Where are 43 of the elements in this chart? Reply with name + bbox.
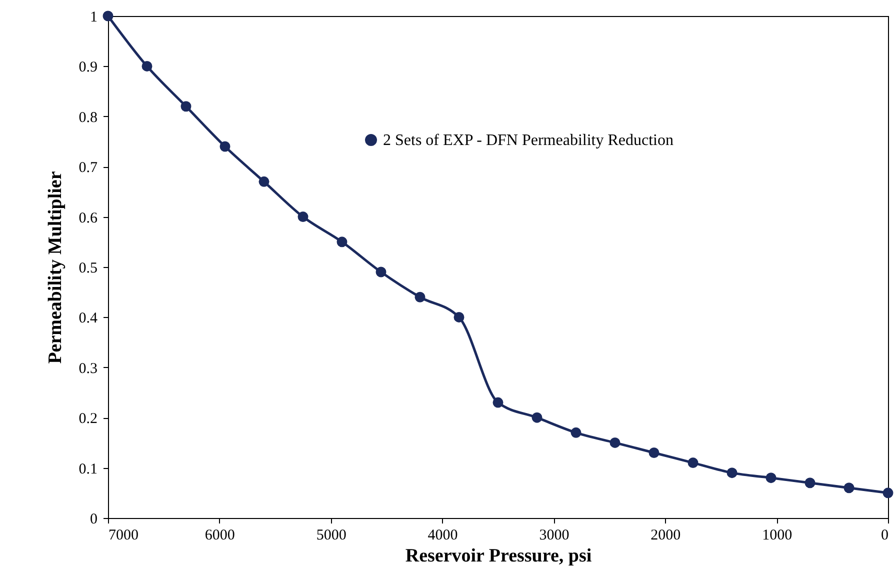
x-tick-label: 7000 <box>108 528 138 544</box>
x-tick-label: 2000 <box>650 528 681 544</box>
legend-label: 2 Sets of EXP - DFN Permeability Reduction <box>383 132 674 149</box>
y-tick-label: 0.8 <box>78 110 98 126</box>
y-tick-label: 0.5 <box>78 260 98 276</box>
point <box>648 448 660 458</box>
x-tick-label: 5000 <box>316 528 346 544</box>
point <box>376 266 386 278</box>
x-tick-label: 4000 <box>428 528 458 544</box>
point <box>142 60 152 72</box>
point <box>804 478 816 488</box>
point <box>882 488 894 498</box>
x-tick-label: 1000 <box>762 528 792 544</box>
x-axis-title: Reservoir Pressure, psi <box>405 546 592 566</box>
point <box>258 176 270 187</box>
point <box>298 212 308 222</box>
point <box>180 101 192 112</box>
point <box>336 236 348 248</box>
y-tick-label: 0.3 <box>78 360 98 377</box>
point <box>688 458 698 468</box>
y-axis-title: Permeability Multiplier <box>44 170 66 364</box>
point <box>570 427 582 438</box>
point <box>726 468 738 478</box>
y-tick-label: 0.1 <box>78 461 98 478</box>
point <box>220 141 230 152</box>
point <box>492 397 504 408</box>
y-tick-label: 0.9 <box>78 60 98 76</box>
x-tick-label: 6000 <box>204 528 235 544</box>
y-tick-label: 0.2 <box>78 411 98 428</box>
y-tick-label: 0.4 <box>78 310 98 327</box>
y-tick-label: 0.6 <box>78 210 98 226</box>
x-tick-label: 3000 <box>539 528 570 544</box>
point <box>454 312 464 322</box>
x-tick-label: 0 <box>881 528 888 544</box>
y-tick-label: 0 <box>90 512 98 528</box>
point <box>532 412 542 423</box>
y-tick-label: 1 <box>90 10 98 26</box>
point <box>844 482 854 494</box>
point <box>102 10 114 22</box>
point <box>414 292 426 302</box>
y-tick-label: 0.7 <box>78 160 98 176</box>
point <box>766 472 776 484</box>
point <box>610 437 620 448</box>
